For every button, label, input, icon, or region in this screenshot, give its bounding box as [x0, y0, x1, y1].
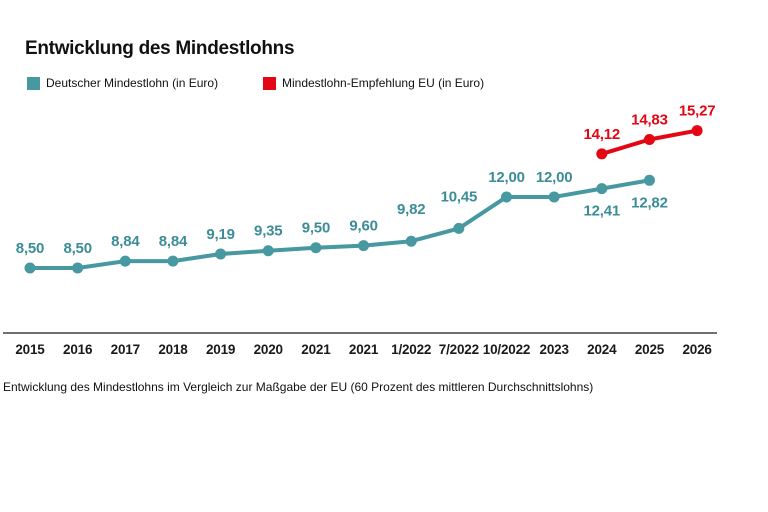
legend: Deutscher Mindestlohn (in Euro) Mindestl… [0, 75, 768, 93]
x-tick-label: 2020 [254, 342, 283, 357]
point-label: 8,50 [63, 240, 91, 257]
x-tick-label: 2026 [682, 342, 712, 357]
data-point [548, 191, 560, 203]
data-point [119, 255, 131, 267]
x-tick-label: 2019 [206, 342, 235, 357]
legend-item-deutscher-mindestlohn: Deutscher Mindestlohn (in Euro) [27, 75, 218, 91]
data-point [72, 262, 84, 274]
x-tick-label: 2024 [587, 342, 617, 357]
point-label: 14,83 [631, 112, 668, 129]
data-point [405, 235, 417, 247]
x-tick-label: 10/2022 [483, 342, 530, 357]
point-label: 9,50 [302, 220, 330, 237]
point-label: 9,19 [206, 226, 234, 243]
data-point [358, 240, 370, 252]
data-point [501, 191, 512, 203]
point-label: 14,12 [584, 126, 621, 143]
point-label: 9,82 [397, 201, 425, 218]
x-tick-label: 1/2022 [391, 342, 431, 357]
x-tick-label: 2017 [111, 342, 140, 357]
point-label: 9,35 [254, 223, 282, 240]
legend-swatch-red [263, 76, 276, 90]
chart-caption: Entwicklung des Mindestlohns im Vergleic… [3, 380, 594, 394]
point-label: 12,00 [488, 169, 525, 186]
point-label: 9,60 [349, 218, 377, 235]
legend-item-eu-empfehlung: Mindestlohn-Empfehlung EU (in Euro) [263, 75, 484, 91]
data-point [596, 183, 608, 195]
point-label: 8,84 [111, 233, 140, 250]
x-tick-label: 2021 [349, 342, 379, 357]
data-point [167, 255, 179, 267]
data-point [643, 174, 655, 186]
point-label: 12,82 [631, 194, 668, 211]
x-tick-label: 2015 [15, 342, 45, 357]
x-tick-label: 2018 [158, 342, 188, 357]
x-tick-label: 2023 [540, 342, 570, 357]
data-point [643, 134, 655, 146]
point-label: 15,27 [679, 103, 716, 120]
point-label: 8,50 [16, 240, 44, 257]
point-label: 12,41 [584, 203, 621, 220]
x-tick-label: 2016 [63, 342, 93, 357]
chart-title: Entwicklung des Mindestlohns [25, 38, 295, 59]
data-point [215, 248, 227, 260]
data-point [453, 222, 465, 234]
legend-swatch-teal [27, 76, 40, 90]
data-point [262, 245, 274, 257]
x-tick-label: 2021 [301, 342, 331, 357]
legend-label: Deutscher Mindestlohn (in Euro) [46, 76, 219, 90]
data-point [24, 262, 36, 274]
x-tick-label: 2025 [635, 342, 665, 357]
point-label: 12,00 [536, 169, 573, 186]
data-point [310, 242, 322, 254]
data-point [596, 148, 608, 160]
data-point [691, 125, 703, 137]
point-label: 10,45 [441, 188, 478, 205]
x-tick-label: 7/2022 [439, 342, 479, 357]
series-line-deutscher-mindestlohn [28, 178, 652, 270]
point-label: 8,84 [159, 233, 188, 250]
legend-label: Mindestlohn-Empfehlung EU (in Euro) [282, 76, 485, 90]
